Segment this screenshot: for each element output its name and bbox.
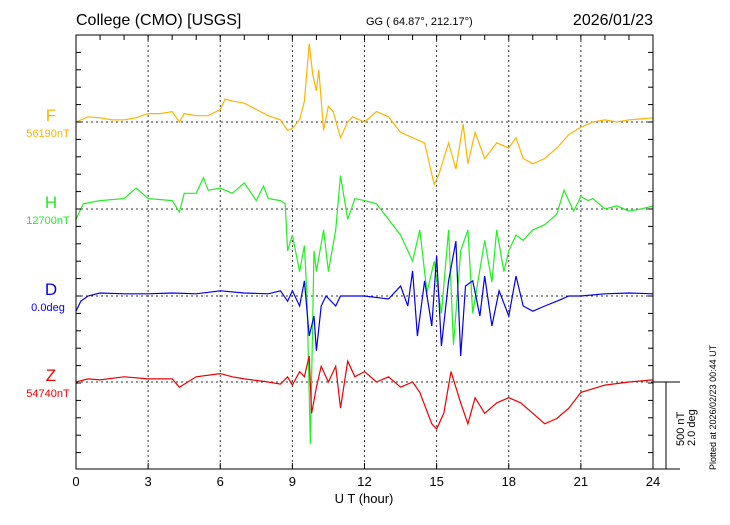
scale-bar: 500 nT 2.0 deg [653, 381, 698, 470]
trace-h [75, 175, 654, 444]
station-coords: GG ( 64.87°, 212.17°) [366, 16, 473, 28]
trace-d [75, 241, 654, 357]
series-baseline-h: 12700nT [26, 215, 70, 227]
x-tick-label: 12 [357, 474, 371, 489]
x-axis-label: U T (hour) [335, 491, 394, 506]
series-name-h: H [45, 193, 57, 212]
x-tick-label: 0 [72, 474, 79, 489]
trace-f [75, 43, 654, 187]
x-tick-label: 24 [646, 474, 660, 489]
date-title: 2026/01/23 [573, 12, 653, 29]
scale-deg-label: 2.0 deg [686, 409, 698, 446]
scale-nt-label: 500 nT [675, 411, 687, 446]
series-baseline-z: 54740nT [26, 388, 70, 400]
trace-z [75, 355, 654, 431]
series-baseline-f: 56190nT [26, 128, 70, 140]
series-name-z: Z [46, 366, 56, 385]
x-ticks: 0 3 6 9 12 15 18 21 24 [72, 35, 660, 489]
series-name-d: D [45, 280, 57, 299]
grid [76, 35, 653, 469]
x-tick-label: 21 [574, 474, 588, 489]
plotted-timestamp: Plotted at 2026/02/23 00:44 UT [708, 344, 718, 470]
x-tick-label: 18 [502, 474, 516, 489]
traces [75, 43, 654, 444]
x-tick-label: 15 [429, 474, 443, 489]
series-labels: F 56190nT H 12700nT D 0.0deg Z 54740nT [26, 106, 70, 400]
series-baseline-d: 0.0deg [31, 302, 65, 314]
station-title: College (CMO) [USGS] [76, 12, 241, 29]
series-name-f: F [46, 106, 56, 125]
x-tick-label: 6 [217, 474, 224, 489]
x-tick-label: 3 [145, 474, 152, 489]
x-tick-label: 9 [289, 474, 296, 489]
